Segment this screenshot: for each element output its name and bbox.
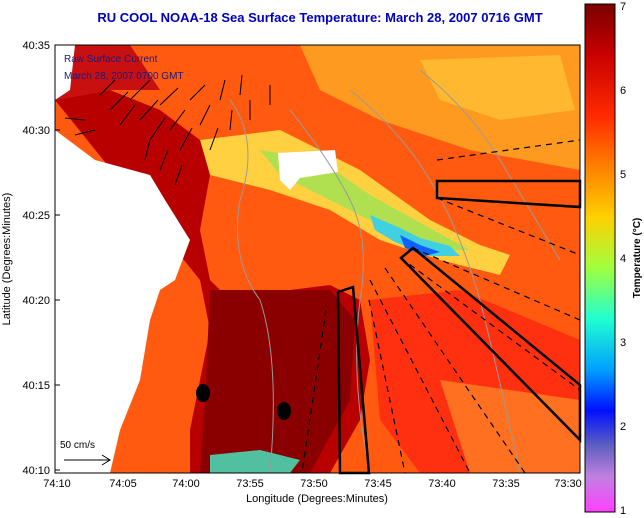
x-tick-label: 74:00 xyxy=(172,478,200,490)
overlay-text-line2: March 28, 2007 0700 GMT xyxy=(64,71,184,82)
x-tick-label: 73:55 xyxy=(236,478,264,490)
colorbar-label: Temperature (°C) xyxy=(632,218,643,299)
sst-field xyxy=(55,45,580,473)
y-tick-label: 40:20 xyxy=(22,295,50,307)
colorbar-tick-label: 2 xyxy=(620,421,626,433)
y-axis-label: Latitude (Degrees:Minutes) xyxy=(1,193,13,326)
x-tick-label: 73:40 xyxy=(428,478,456,490)
y-ticks: 40:35 40:30 40:25 40:20 40:15 40:10 xyxy=(22,40,50,477)
scale-vector-label: 50 cm/s xyxy=(60,440,95,451)
map-title: RU COOL NOAA-18 Sea Surface Temperature:… xyxy=(97,10,543,25)
colorbar-tick-label: 6 xyxy=(620,85,626,97)
x-axis-label: Longitude (Degrees:Minutes) xyxy=(246,493,388,505)
x-ticks: 74:10 74:05 74:00 73:55 73:50 73:45 73:4… xyxy=(43,478,582,490)
x-tick-label: 73:50 xyxy=(300,478,328,490)
y-tick-label: 40:30 xyxy=(22,125,50,137)
x-tick-label: 74:10 xyxy=(43,478,71,490)
x-tick-label: 74:05 xyxy=(109,478,137,490)
overlay-text-line1: Raw Surface Current xyxy=(64,54,158,65)
y-tick-marks xyxy=(55,44,60,471)
colorbar xyxy=(584,3,616,513)
transect-dashed-lines xyxy=(301,139,581,474)
x-tick-label: 73:45 xyxy=(364,478,392,490)
colorbar-tick-label: 7 xyxy=(620,1,626,13)
map-frame xyxy=(54,44,581,474)
colorbar-ticks: 7 6 5 4 3 2 1 xyxy=(620,1,626,517)
x-tick-label: 73:35 xyxy=(492,478,520,490)
y-tick-label: 40:35 xyxy=(22,40,50,52)
y-tick-label: 40:10 xyxy=(22,465,50,477)
marker-ellipse xyxy=(196,384,210,402)
x-tick-label: 73:30 xyxy=(554,478,582,490)
colorbar-tick-label: 5 xyxy=(620,169,626,181)
surface-current-vectors xyxy=(64,74,271,186)
colorbar-tick-label: 3 xyxy=(620,337,626,349)
y-tick-label: 40:15 xyxy=(22,380,50,392)
colorbar-tick-label: 1 xyxy=(620,505,626,517)
scale-vector-arrow-icon xyxy=(64,454,111,466)
colorbar-tick-label: 4 xyxy=(620,253,626,265)
marker-ellipse xyxy=(277,402,291,420)
y-tick-label: 40:25 xyxy=(22,210,50,222)
